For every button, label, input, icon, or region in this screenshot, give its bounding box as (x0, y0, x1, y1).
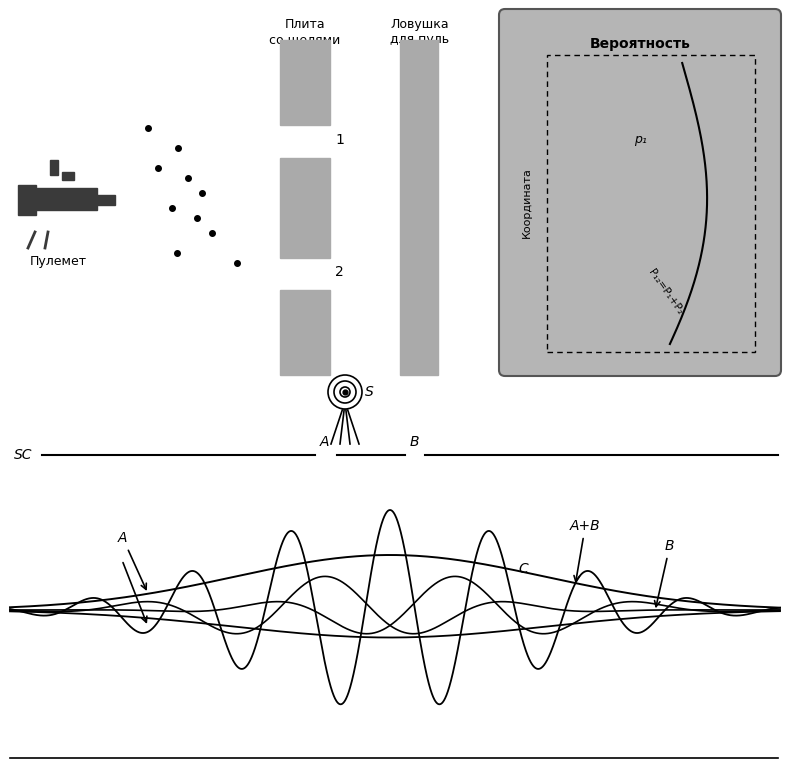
Bar (400, 40, 438, 375)
Bar (62, 172, 74, 180)
Text: 1: 1 (335, 133, 344, 147)
Bar (280, 290, 330, 375)
Text: SC: SC (14, 448, 32, 462)
Text: Координата: Координата (522, 167, 532, 238)
Bar (280, 40, 330, 125)
Text: S: S (365, 385, 374, 399)
Bar (50, 160, 58, 175)
Text: B: B (655, 539, 675, 607)
Text: Ловушка
для пуль: Ловушка для пуль (390, 18, 450, 46)
Bar (75, 195, 115, 205)
Text: 2: 2 (335, 265, 344, 279)
FancyBboxPatch shape (499, 9, 781, 376)
Text: P₁₂=P₁+P₂: P₁₂=P₁+P₂ (647, 267, 686, 316)
Bar (547, 55, 755, 352)
Text: Плита
co щелями: Плита co щелями (269, 18, 340, 46)
Bar (18, 185, 36, 215)
Text: A: A (320, 435, 329, 449)
Text: A+B: A+B (570, 519, 600, 581)
Text: p₁: p₁ (634, 133, 647, 146)
Text: Вероятность: Вероятность (589, 37, 690, 51)
Bar (22, 188, 97, 210)
Text: C: C (518, 562, 528, 576)
Text: A: A (118, 531, 146, 590)
Text: B: B (410, 435, 419, 449)
Text: Пулемет: Пулемет (30, 255, 87, 268)
Bar (280, 158, 330, 258)
